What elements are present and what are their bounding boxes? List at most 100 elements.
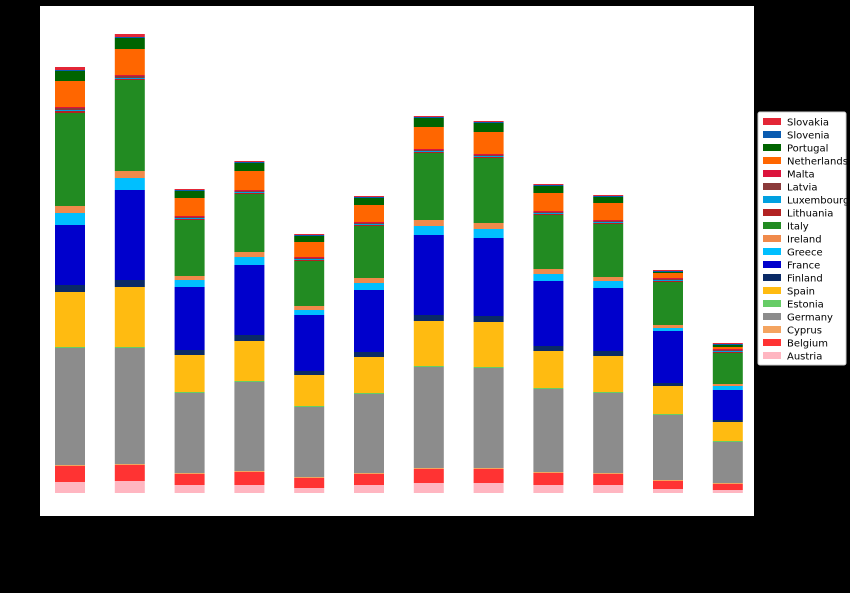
- bar-segment-portugal-6: [354, 198, 384, 205]
- bar-segment-luxembourg-9: [533, 213, 564, 214]
- legend-swatch-latvia: [763, 183, 781, 190]
- bar-segment-luxembourg-1: [55, 110, 85, 111]
- bar-segment-austria-9: [533, 485, 564, 493]
- legend-swatch-slovenia: [763, 131, 781, 138]
- legend-label-malta: Malta: [787, 170, 815, 181]
- bars-layer: [55, 34, 743, 493]
- legend-swatch-luxembourg: [763, 196, 781, 203]
- bar-segment-germany-3: [174, 393, 205, 473]
- bar-segment-latvia-10: [593, 221, 624, 222]
- legend-label-austria: Austria: [787, 352, 822, 363]
- bar-segment-latvia-5: [294, 258, 325, 259]
- legend-swatch-cyprus: [763, 326, 781, 333]
- bar-segment-greece-3: [174, 280, 205, 287]
- bar-segment-netherlands-2: [114, 49, 145, 75]
- legend-label-greece: Greece: [787, 248, 823, 259]
- bar-segment-italy-10: [593, 224, 624, 277]
- legend-label-latvia: Latvia: [787, 183, 817, 194]
- bar-segment-finland-3: [174, 350, 205, 355]
- legend-swatch-france: [763, 261, 781, 268]
- bar-segment-slovakia-3: [174, 189, 205, 190]
- bar-segment-latvia-2: [114, 76, 145, 78]
- bar-segment-slovenia-2: [114, 37, 145, 38]
- bar-segment-portugal-3: [174, 191, 205, 198]
- legend-swatch-austria: [763, 352, 781, 359]
- bar-segment-germany-8: [473, 368, 504, 468]
- bar-segment-latvia-6: [354, 223, 384, 224]
- legend-swatch-slovakia: [763, 118, 781, 125]
- bar-segment-italy-7: [413, 153, 444, 220]
- bar-segment-finland-5: [294, 371, 325, 375]
- bar-segment-spain-10: [593, 356, 624, 392]
- bar-segment-malta-4: [234, 190, 265, 191]
- bar-segment-estonia-8: [473, 367, 504, 368]
- bar-segment-france-2: [114, 190, 145, 280]
- bar-segment-finland-11: [653, 383, 683, 386]
- bar-segment-france-1: [55, 225, 85, 285]
- bar-segment-slovenia-10: [593, 196, 624, 197]
- bar-segment-france-11: [653, 331, 683, 383]
- bar-segment-italy-3: [174, 220, 205, 276]
- bar-segment-latvia-4: [234, 191, 265, 192]
- bar-segment-greece-5: [294, 310, 325, 315]
- bar-segment-spain-2: [114, 287, 145, 347]
- bar-segment-belgium-1: [55, 466, 85, 482]
- bar-segment-italy-4: [234, 194, 265, 252]
- bar-segment-italy-12: [712, 353, 743, 384]
- bar-segment-slovakia-12: [712, 343, 743, 344]
- bar-segment-malta-3: [174, 216, 205, 217]
- legend-swatch-lithuania: [763, 209, 781, 216]
- legend-swatch-finland: [763, 274, 781, 281]
- bar-segment-netherlands-11: [653, 273, 683, 278]
- bar-segment-slovenia-4: [234, 162, 265, 163]
- bar-segment-ireland-6: [354, 278, 384, 283]
- bar-segment-spain-4: [234, 341, 265, 381]
- bar-segment-spain-11: [653, 386, 683, 414]
- bar-segment-estonia-12: [712, 441, 743, 442]
- bar-segment-slovakia-7: [413, 116, 444, 117]
- bar-segment-spain-8: [473, 322, 504, 367]
- bar-segment-malta-11: [653, 278, 683, 279]
- bar-segment-belgium-7: [413, 469, 444, 483]
- bar-segment-finland-12: [712, 420, 743, 422]
- bar-segment-slovakia-11: [653, 270, 683, 271]
- bar-segment-lithuania-5: [294, 260, 325, 261]
- legend-swatch-ireland: [763, 235, 781, 242]
- bar-segment-belgium-2: [114, 465, 145, 481]
- bar-segment-greece-4: [234, 257, 265, 265]
- bar-segment-luxembourg-11: [653, 280, 683, 281]
- bar-segment-spain-9: [533, 351, 564, 388]
- legend-label-ireland: Ireland: [787, 235, 822, 246]
- bar-segment-france-5: [294, 315, 325, 371]
- bar-segment-germany-6: [354, 394, 384, 473]
- bar-segment-portugal-4: [234, 163, 265, 171]
- bar-segment-ireland-5: [294, 306, 325, 310]
- bar-segment-cyprus-7: [413, 468, 444, 469]
- bar-segment-lithuania-2: [114, 79, 145, 80]
- bar-segment-luxembourg-10: [593, 222, 624, 223]
- bar-segment-netherlands-10: [593, 203, 624, 220]
- bar-segment-austria-5: [294, 488, 325, 493]
- bar-segment-netherlands-6: [354, 205, 384, 222]
- bar-segment-spain-12: [712, 422, 743, 441]
- bar-segment-netherlands-1: [55, 81, 85, 107]
- bar-segment-austria-3: [174, 485, 205, 493]
- bar-segment-greece-6: [354, 283, 384, 290]
- legend-label-portugal: Portugal: [787, 144, 828, 155]
- legend-swatch-greece: [763, 248, 781, 255]
- bar-segment-latvia-3: [174, 217, 205, 218]
- bar-segment-ireland-2: [114, 171, 145, 178]
- legend-swatch-malta: [763, 170, 781, 177]
- bar-segment-finland-8: [473, 316, 504, 322]
- bar-segment-italy-2: [114, 80, 145, 171]
- legend-swatch-estonia: [763, 300, 781, 307]
- bar-segment-slovakia-8: [473, 121, 504, 122]
- bar-segment-malta-7: [413, 149, 444, 150]
- bar-segment-lithuania-7: [413, 152, 444, 153]
- bar-segment-latvia-7: [413, 150, 444, 151]
- bar-segment-germany-12: [712, 442, 743, 483]
- bar-segment-france-12: [712, 390, 743, 420]
- bar-segment-luxembourg-4: [234, 192, 265, 193]
- bar-segment-latvia-9: [533, 212, 564, 213]
